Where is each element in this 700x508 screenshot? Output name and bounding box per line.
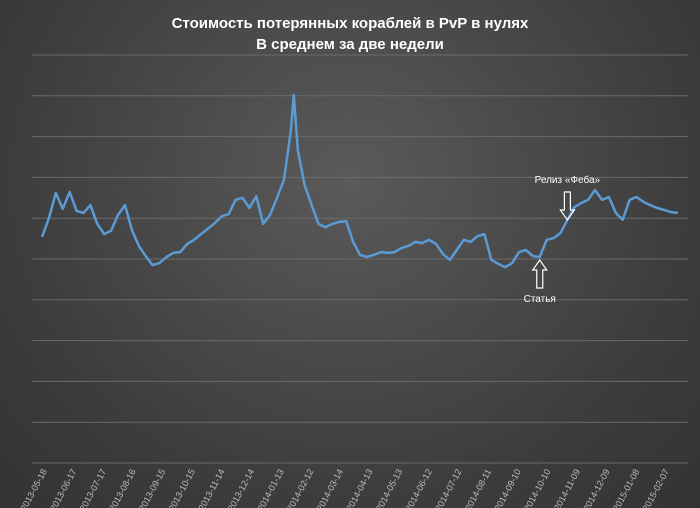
- annotation: Релиз «Феба»: [535, 174, 601, 186]
- x-tick-label: 2013-06-17: [48, 467, 78, 508]
- grid: [32, 54, 688, 464]
- x-tick-label: 2014-04-13: [344, 467, 374, 508]
- x-tick-label: 2014-10-10: [522, 467, 552, 508]
- x-tick-label: 2013-05-18: [18, 467, 48, 508]
- x-tick-label: 2015-02-07: [641, 467, 671, 508]
- x-tick-label: 2014-06-12: [404, 467, 434, 508]
- plot: Релиз «Феба» Статья: [40, 93, 679, 305]
- x-tick-label: 2014-11-09: [552, 467, 582, 508]
- x-tick-label: 2014-02-12: [285, 467, 315, 508]
- x-tick-label: 2015-01-08: [611, 467, 641, 508]
- x-tick-label: 2013-07-17: [78, 467, 108, 508]
- x-tick-label: 2014-09-10: [492, 467, 522, 508]
- x-tick-label: 2014-07-12: [433, 467, 463, 508]
- x-tick-label: 2013-10-15: [167, 467, 197, 508]
- annotation: Статья: [524, 294, 556, 305]
- x-tick-label: 2013-08-16: [107, 467, 137, 508]
- chart-title: Стоимость потерянных кораблей в PvP в ну…: [172, 15, 529, 32]
- annotation-arrow: [559, 191, 576, 222]
- x-tick-label: 2014-01-13: [255, 467, 285, 508]
- data-line: [40, 93, 679, 269]
- x-tick-label: 2013-11-14: [196, 467, 226, 508]
- annotation-arrow: [531, 258, 548, 289]
- x-tick-label: 2014-12-09: [581, 467, 611, 508]
- x-tick-label: 2014-05-13: [374, 467, 404, 508]
- x-tick-label: 2014-03-14: [315, 467, 345, 508]
- x-tick-label: 2014-08-11: [463, 467, 493, 508]
- chart-subtitle: В среднем за две недели: [256, 36, 444, 53]
- x-tick-label: 2013-09-15: [137, 467, 167, 508]
- x-tick-label: 2013-12-14: [226, 467, 256, 508]
